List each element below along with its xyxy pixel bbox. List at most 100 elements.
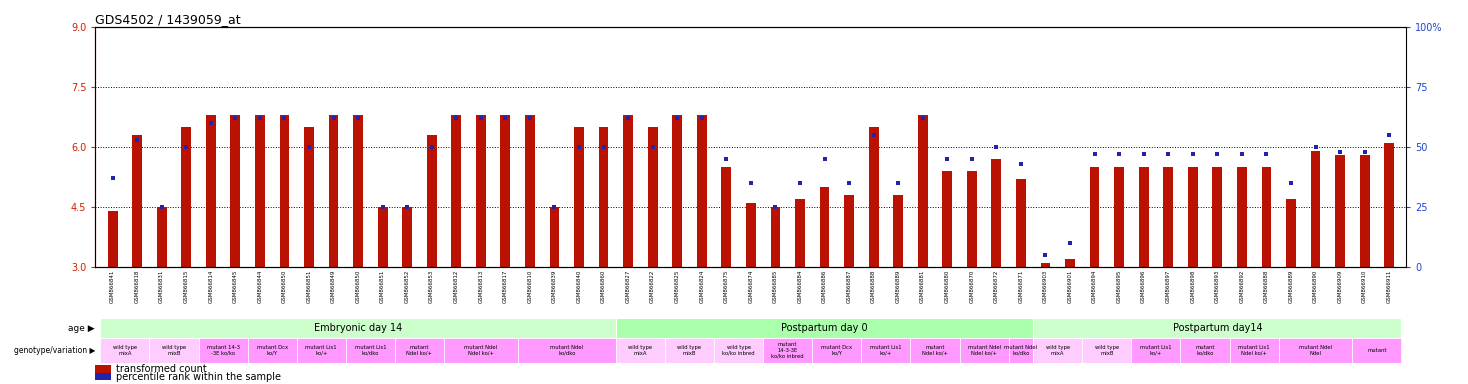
Bar [574,127,584,267]
Text: GSM866889: GSM866889 [1289,270,1293,303]
Point [1304,144,1327,150]
Text: GSM866851: GSM866851 [307,270,311,303]
Bar [942,171,953,267]
Text: GSM866851: GSM866851 [380,270,385,303]
Text: GSM866831: GSM866831 [159,270,164,303]
Point [493,115,517,121]
Bar [248,338,297,363]
Text: wild type
mixA: wild type mixA [628,345,652,356]
Text: GSM866840: GSM866840 [577,270,581,303]
Bar [665,338,713,363]
Text: mutant
Ndel ko/+: mutant Ndel ko/+ [407,345,433,356]
Text: mutant
Ndel ko/+: mutant Ndel ko/+ [922,345,948,356]
Text: mutant Ndel
ko/dko: mutant Ndel ko/dko [1004,345,1038,356]
Point [1255,151,1279,157]
Bar [526,115,534,267]
Text: GSM866888: GSM866888 [871,270,876,303]
Point [420,144,443,150]
Text: GSM866822: GSM866822 [650,270,655,303]
Text: GSM866870: GSM866870 [969,270,975,303]
Text: percentile rank within the sample: percentile rank within the sample [116,372,282,382]
Text: wild type
ko/ko inbred: wild type ko/ko inbred [722,345,755,356]
Bar [150,338,198,363]
Text: mutant Ndel
Ndel: mutant Ndel Ndel [1299,345,1331,356]
Text: GSM866911: GSM866911 [1387,270,1392,303]
Bar [107,211,117,267]
Text: mutant Ndel
Ndel ko/+: mutant Ndel Ndel ko/+ [464,345,498,356]
Text: mutant Ndel
Ndel ko/+: mutant Ndel Ndel ko/+ [967,345,1001,356]
Point [665,115,688,121]
Text: GSM866894: GSM866894 [1092,270,1097,303]
Text: mutant Lis1
ko/+: mutant Lis1 ko/+ [1141,345,1171,356]
Bar [1180,338,1230,363]
Text: GSM866839: GSM866839 [552,270,556,303]
Point [346,115,370,121]
Point [715,156,738,162]
Bar [518,338,617,363]
Text: GSM866874: GSM866874 [749,270,753,303]
Text: mutant 14-3
-3E ko/ko: mutant 14-3 -3E ko/ko [207,345,239,356]
Bar [427,135,436,267]
Text: mutant Ndel
ko/dko: mutant Ndel ko/dko [550,345,583,356]
Point [1132,151,1155,157]
Bar [1009,338,1033,363]
Text: wild type
mixB: wild type mixB [677,345,702,356]
Point [1083,151,1107,157]
Bar [1384,143,1395,267]
Text: mutant Lis1
ko/+: mutant Lis1 ko/+ [305,345,338,356]
Text: GSM866814: GSM866814 [208,270,213,303]
Point [445,115,468,121]
Bar [844,195,854,267]
Point [1205,151,1229,157]
Point [1107,151,1130,157]
Bar [1359,155,1370,267]
Text: GDS4502 / 1439059_at: GDS4502 / 1439059_at [95,13,241,26]
Text: GSM866850: GSM866850 [355,270,361,303]
Point [690,115,713,121]
Text: GSM866849: GSM866849 [332,270,336,303]
Point [862,132,885,138]
Bar [279,115,289,267]
Point [738,180,763,186]
Point [592,144,615,150]
Bar [599,127,609,267]
Text: GSM866818: GSM866818 [135,270,139,303]
Bar [763,338,812,363]
Text: GSM866860: GSM866860 [600,270,606,303]
Text: GSM866896: GSM866896 [1141,270,1147,303]
Bar [95,365,112,372]
Text: GSM866884: GSM866884 [797,270,803,303]
Bar [182,127,191,267]
Text: GSM866841: GSM866841 [110,270,115,303]
Text: GSM866850: GSM866850 [282,270,286,303]
Bar [230,115,241,267]
Bar [304,127,314,267]
Text: GSM866813: GSM866813 [479,270,483,303]
Point [912,115,935,121]
Point [763,204,787,210]
Bar [910,338,960,363]
Text: GSM866898: GSM866898 [1191,270,1195,303]
Text: mutant Lis1
ko/+: mutant Lis1 ko/+ [871,345,901,356]
Point [788,180,812,186]
Text: GSM866817: GSM866817 [504,270,508,303]
Text: GSM866812: GSM866812 [454,270,459,303]
Bar [1213,167,1223,267]
Bar [1188,167,1198,267]
Point [985,144,1009,150]
Bar [157,207,166,267]
Text: GSM866881: GSM866881 [920,270,925,303]
Point [248,115,272,121]
Text: GSM866901: GSM866901 [1067,270,1073,303]
Bar [617,338,665,363]
Bar [501,115,511,267]
Bar [1082,338,1132,363]
Bar [713,338,763,363]
Bar [1016,179,1026,267]
Bar [402,207,413,267]
Text: Embryonic day 14: Embryonic day 14 [314,323,402,333]
Bar [796,199,804,267]
Point [813,156,837,162]
Text: GSM866845: GSM866845 [233,270,238,303]
Bar [395,338,443,363]
